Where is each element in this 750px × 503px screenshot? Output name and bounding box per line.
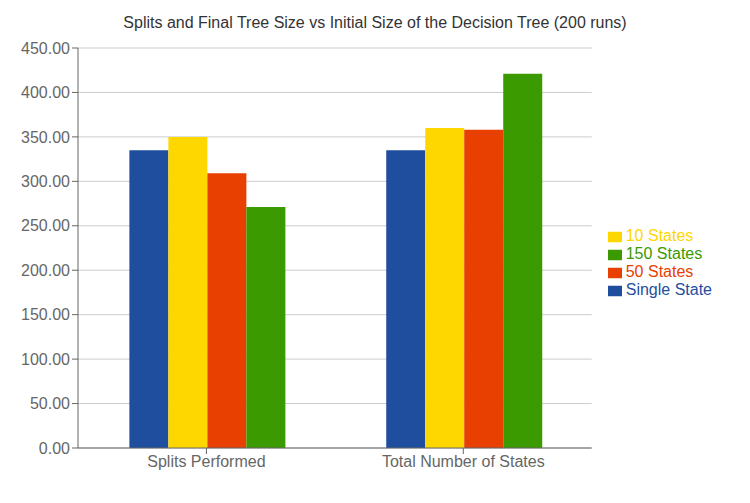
svg-text:200.00: 200.00 [21,262,70,279]
svg-text:150.00: 150.00 [21,306,70,323]
html-text:150 States: 150 States [625,245,703,262]
svg-text:350.00: 350.00 [21,129,70,146]
svg-text:450.00: 450.00 [21,40,70,57]
html-text:10 States: 10 States [625,227,694,244]
svg-text:Splits Performed: Splits Performed [147,453,265,470]
svg-text:100.00: 100.00 [21,351,70,368]
svg-text:Total Number of States: Total Number of States [382,453,545,470]
html-text:50 States: 50 States [625,263,694,280]
html-text:Single State: Single State [625,281,712,298]
svg-text:0.00: 0.00 [39,440,70,457]
svg-text:400.00: 400.00 [21,84,70,101]
svg-text:300.00: 300.00 [21,173,70,190]
svg-text:50.00: 50.00 [30,395,70,412]
html-text:Splits and Final Tree Size vs: Splits and Final Tree Size vs Initial Si… [123,14,627,31]
svg-text:250.00: 250.00 [21,217,70,234]
